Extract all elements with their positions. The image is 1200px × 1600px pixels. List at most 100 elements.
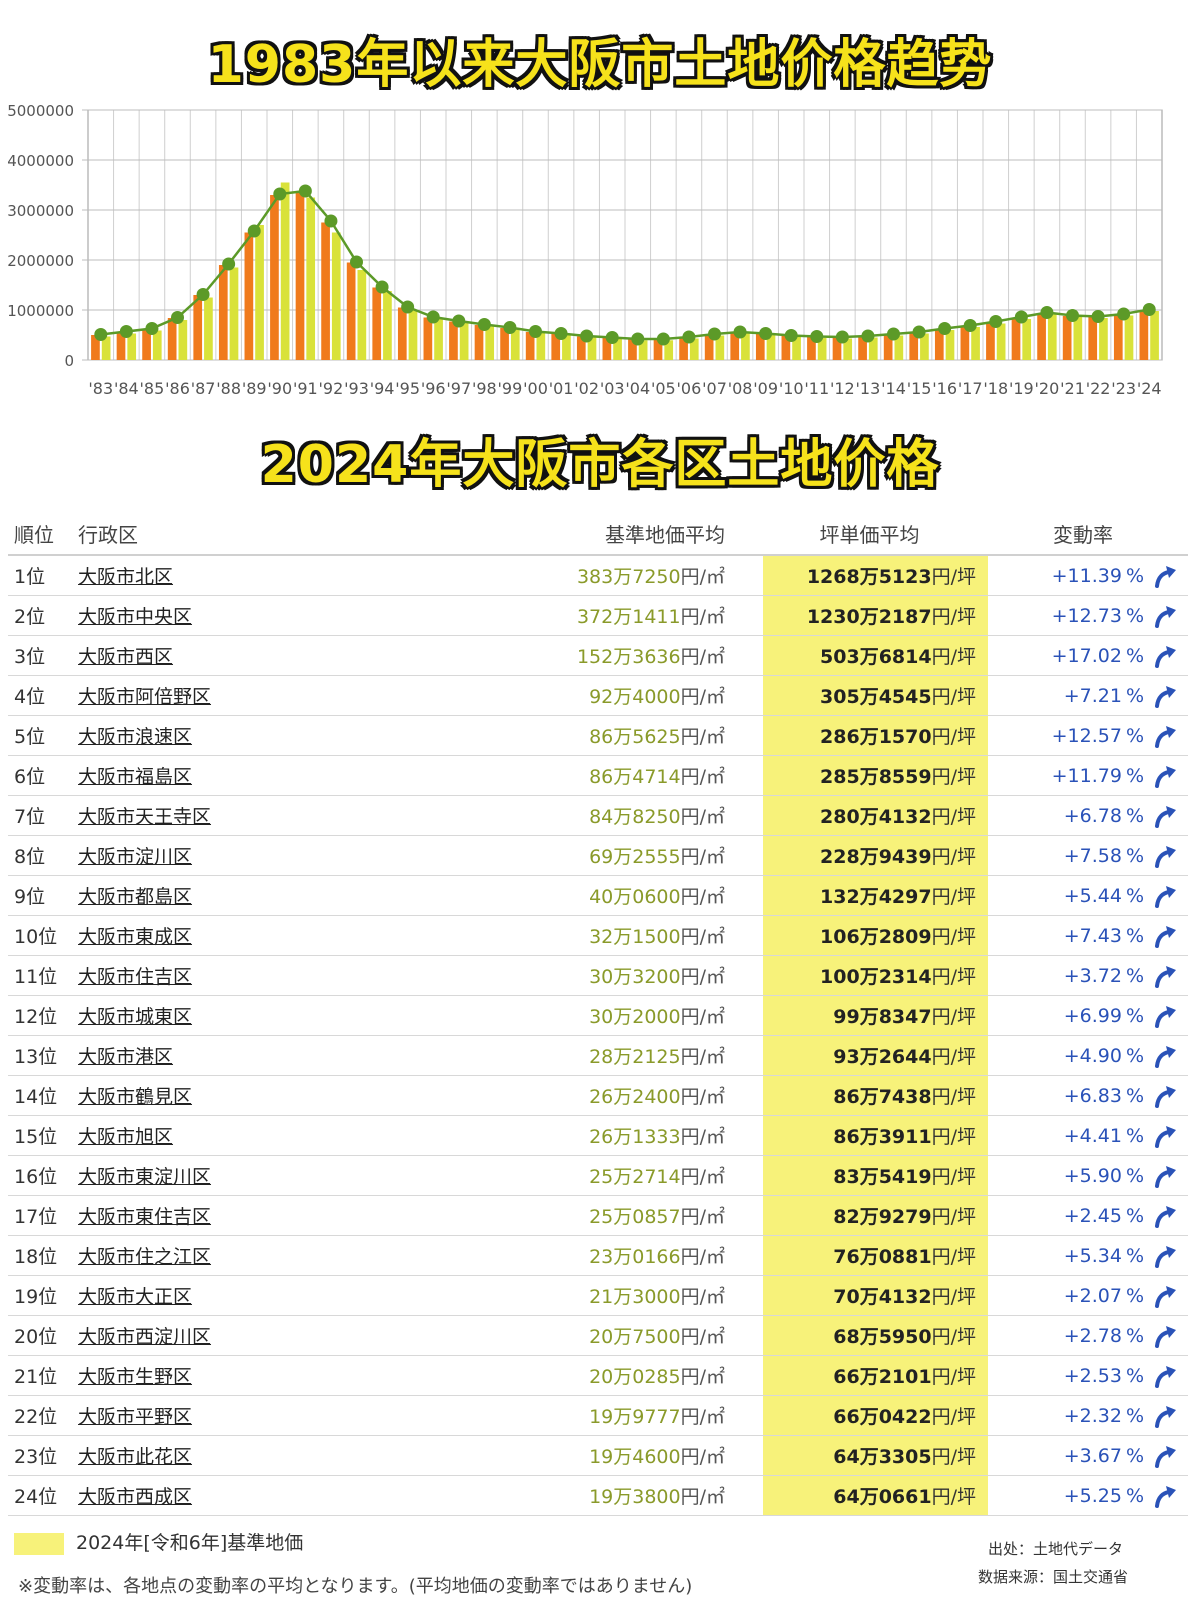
change-rate-value: +5.90: [1063, 1164, 1122, 1187]
tsubo-price-unit: 円/坪: [931, 686, 976, 708]
tsubo-price-value: 68万5950: [833, 1326, 932, 1348]
tsubo-price-unit: 円/坪: [931, 606, 976, 628]
ward-link[interactable]: 大阪市西淀川区: [78, 1326, 212, 1348]
bar-yellow: [689, 338, 699, 360]
x-tick-label: '08: [728, 379, 753, 398]
ward-cell: 大阪市旭区: [78, 1115, 348, 1156]
x-tick-label: '85: [140, 379, 165, 398]
bar-yellow: [562, 335, 571, 360]
bar-yellow: [1073, 317, 1083, 360]
y-tick-label: 3000000: [7, 202, 74, 220]
x-tick-label: '84: [114, 379, 139, 398]
change-rate-value: +6.99: [1063, 1004, 1122, 1027]
trend-point: [298, 184, 312, 198]
base-price-value: 26万1333: [589, 1126, 681, 1148]
ward-link[interactable]: 大阪市浪速区: [78, 726, 193, 748]
ward-link[interactable]: 大阪市港区: [78, 1046, 174, 1068]
bar-yellow: [510, 329, 520, 360]
ward-link[interactable]: 大阪市西区: [78, 646, 174, 668]
table-row: 19位 大阪市大正区 21万3000円/㎡ 70万4132円/坪 +2.07%: [8, 1275, 1188, 1316]
bar-orange: [167, 318, 177, 360]
base-price-value: 28万2125: [589, 1046, 681, 1068]
x-tick-label: '03: [600, 379, 625, 398]
y-tick-label: 5000000: [7, 102, 74, 120]
bar-orange: [1011, 317, 1021, 360]
trend-point: [452, 314, 466, 328]
bar-yellow: [843, 338, 853, 360]
ward-link[interactable]: 大阪市平野区: [78, 1406, 193, 1428]
base-price-cell: 40万0600円/㎡: [348, 875, 763, 916]
ward-link[interactable]: 大阪市北区: [78, 566, 174, 588]
change-rate-value: +6.83: [1063, 1084, 1122, 1107]
tsubo-price-value: 285万8559: [820, 766, 932, 788]
bar-orange: [755, 334, 765, 360]
percent-sign: %: [1125, 684, 1144, 707]
x-tick-label: '98: [472, 379, 497, 398]
ward-link[interactable]: 大阪市城東区: [78, 1006, 193, 1028]
tsubo-price-cell: 64万3305円/坪: [763, 1435, 988, 1476]
base-price-unit: 円/㎡: [680, 1126, 725, 1148]
ward-link[interactable]: 大阪市西成区: [78, 1486, 193, 1508]
rank-cell: 9位: [8, 875, 78, 916]
percent-sign: %: [1125, 1404, 1144, 1427]
change-rate-cell: +2.07%: [988, 1275, 1188, 1316]
bar-orange: [1037, 313, 1046, 360]
ward-link[interactable]: 大阪市住吉区: [78, 966, 193, 988]
ward-link[interactable]: 大阪市東淀川区: [78, 1166, 212, 1188]
bar-yellow: [357, 270, 367, 360]
base-price-value: 32万1500: [589, 926, 681, 948]
change-rate-cell: +12.73%: [988, 595, 1188, 636]
tsubo-price-cell: 93万2644円/坪: [763, 1035, 988, 1076]
bar-yellow: [1047, 314, 1057, 360]
ward-link[interactable]: 大阪市都島区: [78, 886, 193, 908]
base-price-value: 20万0285: [589, 1366, 681, 1388]
bar-yellow: [383, 291, 392, 360]
ward-link[interactable]: 大阪市福島区: [78, 766, 193, 788]
bar-orange: [653, 339, 663, 360]
tsubo-price-value: 66万2101: [833, 1366, 932, 1388]
ward-link[interactable]: 大阪市阿倍野区: [78, 686, 212, 708]
tsubo-price-value: 86万7438: [833, 1086, 932, 1108]
ward-link[interactable]: 大阪市天王寺区: [78, 806, 212, 828]
trend-point: [273, 187, 287, 201]
source-line-1: 出处：土地代データ: [988, 1540, 1124, 1558]
ward-link[interactable]: 大阪市旭区: [78, 1126, 174, 1148]
tsubo-price-unit: 円/坪: [931, 1246, 976, 1268]
change-rate-value: +5.34: [1063, 1244, 1122, 1267]
ward-link[interactable]: 大阪市鶴見区: [78, 1086, 193, 1108]
ward-link[interactable]: 大阪市此花区: [78, 1446, 193, 1468]
base-price-cell: 25万0857円/㎡: [348, 1195, 763, 1236]
x-tick-label: '12: [830, 379, 855, 398]
bar-yellow: [152, 330, 162, 360]
ward-link[interactable]: 大阪市東住吉区: [78, 1206, 212, 1228]
base-price-value: 21万3000: [589, 1286, 681, 1308]
ward-link[interactable]: 大阪市中央区: [78, 606, 193, 628]
ward-link[interactable]: 大阪市淀川区: [78, 846, 193, 868]
ward-link[interactable]: 大阪市東成区: [78, 926, 193, 948]
rank-cell: 6位: [8, 755, 78, 796]
bar-orange: [193, 295, 203, 360]
up-right-arrow-icon: [1155, 1365, 1176, 1388]
base-price-cell: 21万3000円/㎡: [348, 1275, 763, 1316]
change-rate-cell: +4.90%: [988, 1035, 1188, 1076]
tsubo-price-cell: 1268万5123円/坪: [763, 555, 988, 596]
x-tick-label: '01: [549, 379, 574, 398]
x-tick-label: '15: [907, 379, 932, 398]
ward-link[interactable]: 大阪市大正区: [78, 1286, 193, 1308]
ward-link[interactable]: 大阪市生野区: [78, 1366, 193, 1388]
base-price-value: 30万3200: [589, 966, 681, 988]
base-price-value: 23万0166: [589, 1246, 681, 1268]
tsubo-price-unit: 円/坪: [931, 1366, 976, 1388]
change-rate-value: +11.39: [1051, 564, 1122, 587]
change-rate-cell: +6.83%: [988, 1075, 1188, 1116]
up-right-arrow-icon: [1155, 805, 1176, 828]
trend-point: [708, 327, 721, 341]
up-right-arrow-icon: [1155, 925, 1176, 948]
base-price-value: 92万4000: [589, 686, 681, 708]
rank-cell: 15位: [8, 1115, 78, 1156]
bar-yellow: [255, 225, 264, 360]
base-price-unit: 円/㎡: [680, 1286, 725, 1308]
tsubo-price-cell: 99万8347円/坪: [763, 995, 988, 1036]
ward-link[interactable]: 大阪市住之江区: [78, 1246, 212, 1268]
base-price-cell: 32万1500円/㎡: [348, 915, 763, 956]
